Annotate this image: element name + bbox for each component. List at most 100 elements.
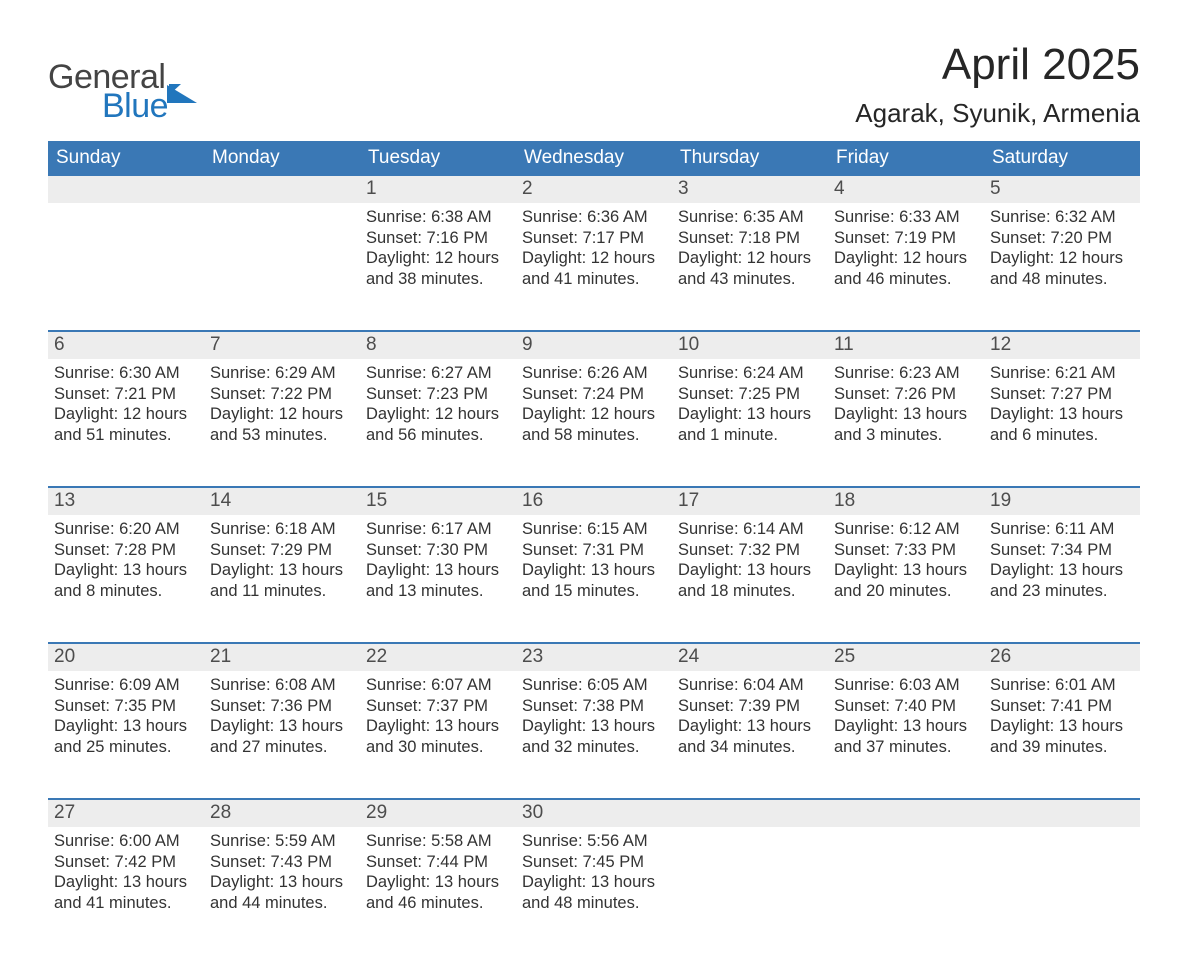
sunrise-text: Sunrise: 6:15 AM — [522, 519, 666, 540]
day-number: 15 — [360, 487, 516, 515]
day-cell: Sunrise: 6:01 AMSunset: 7:41 PMDaylight:… — [984, 671, 1140, 799]
daylight-line-2: and 39 minutes. — [990, 737, 1134, 758]
day-number: 8 — [360, 331, 516, 359]
day-number: 14 — [204, 487, 360, 515]
sunset-text: Sunset: 7:27 PM — [990, 384, 1134, 405]
daynum-row: 12345 — [48, 176, 1140, 203]
day-number: 21 — [204, 643, 360, 671]
daylight-line-2: and 41 minutes. — [54, 893, 198, 914]
sunset-text: Sunset: 7:44 PM — [366, 852, 510, 873]
day-number: 30 — [516, 799, 672, 827]
day-number — [672, 799, 828, 827]
sunrise-text: Sunrise: 6:09 AM — [54, 675, 198, 696]
daylight-line-1: Daylight: 13 hours — [990, 560, 1134, 581]
weekday-header-row: Sunday Monday Tuesday Wednesday Thursday… — [48, 141, 1140, 176]
weekday-header: Thursday — [672, 141, 828, 176]
daylight-line-1: Daylight: 13 hours — [834, 716, 978, 737]
day-number: 28 — [204, 799, 360, 827]
sunset-text: Sunset: 7:31 PM — [522, 540, 666, 561]
sunrise-text: Sunrise: 6:03 AM — [834, 675, 978, 696]
day-cell: Sunrise: 6:18 AMSunset: 7:29 PMDaylight:… — [204, 515, 360, 643]
daylight-line-1: Daylight: 13 hours — [54, 560, 198, 581]
sunrise-text: Sunrise: 6:20 AM — [54, 519, 198, 540]
day-cell: Sunrise: 6:05 AMSunset: 7:38 PMDaylight:… — [516, 671, 672, 799]
day-cell: Sunrise: 6:23 AMSunset: 7:26 PMDaylight:… — [828, 359, 984, 487]
daylight-line-2: and 3 minutes. — [834, 425, 978, 446]
day-number: 20 — [48, 643, 204, 671]
sunset-text: Sunset: 7:34 PM — [990, 540, 1134, 561]
day-cell: Sunrise: 6:15 AMSunset: 7:31 PMDaylight:… — [516, 515, 672, 643]
day-number: 25 — [828, 643, 984, 671]
day-cell: Sunrise: 6:08 AMSunset: 7:36 PMDaylight:… — [204, 671, 360, 799]
sunrise-text: Sunrise: 6:38 AM — [366, 207, 510, 228]
day-cell: Sunrise: 5:56 AMSunset: 7:45 PMDaylight:… — [516, 827, 672, 955]
daylight-line-1: Daylight: 12 hours — [522, 404, 666, 425]
sunrise-text: Sunrise: 6:35 AM — [678, 207, 822, 228]
daynum-row: 13141516171819 — [48, 487, 1140, 515]
day-cell: Sunrise: 6:24 AMSunset: 7:25 PMDaylight:… — [672, 359, 828, 487]
sunrise-text: Sunrise: 6:32 AM — [990, 207, 1134, 228]
daylight-line-2: and 15 minutes. — [522, 581, 666, 602]
day-number: 29 — [360, 799, 516, 827]
day-number: 12 — [984, 331, 1140, 359]
sunset-text: Sunset: 7:43 PM — [210, 852, 354, 873]
day-number: 2 — [516, 176, 672, 203]
sunrise-text: Sunrise: 6:04 AM — [678, 675, 822, 696]
content-row: Sunrise: 6:30 AMSunset: 7:21 PMDaylight:… — [48, 359, 1140, 487]
day-cell: Sunrise: 6:30 AMSunset: 7:21 PMDaylight:… — [48, 359, 204, 487]
content-row: Sunrise: 6:00 AMSunset: 7:42 PMDaylight:… — [48, 827, 1140, 955]
daylight-line-2: and 58 minutes. — [522, 425, 666, 446]
daylight-line-1: Daylight: 12 hours — [990, 248, 1134, 269]
location-subtitle: Agarak, Syunik, Armenia — [855, 98, 1140, 129]
daylight-line-1: Daylight: 12 hours — [210, 404, 354, 425]
daynum-row: 20212223242526 — [48, 643, 1140, 671]
daylight-line-1: Daylight: 13 hours — [678, 560, 822, 581]
day-cell: Sunrise: 6:36 AMSunset: 7:17 PMDaylight:… — [516, 203, 672, 331]
day-number: 7 — [204, 331, 360, 359]
day-number — [48, 176, 204, 203]
day-cell: Sunrise: 6:33 AMSunset: 7:19 PMDaylight:… — [828, 203, 984, 331]
day-cell — [984, 827, 1140, 955]
daylight-line-1: Daylight: 13 hours — [366, 560, 510, 581]
weekday-header: Saturday — [984, 141, 1140, 176]
sunset-text: Sunset: 7:40 PM — [834, 696, 978, 717]
sunset-text: Sunset: 7:41 PM — [990, 696, 1134, 717]
day-number: 24 — [672, 643, 828, 671]
daylight-line-2: and 27 minutes. — [210, 737, 354, 758]
day-number: 5 — [984, 176, 1140, 203]
daylight-line-1: Daylight: 13 hours — [678, 716, 822, 737]
day-cell: Sunrise: 6:29 AMSunset: 7:22 PMDaylight:… — [204, 359, 360, 487]
day-number — [984, 799, 1140, 827]
daylight-line-1: Daylight: 13 hours — [366, 716, 510, 737]
sunset-text: Sunset: 7:22 PM — [210, 384, 354, 405]
sunrise-text: Sunrise: 6:01 AM — [990, 675, 1134, 696]
day-number: 22 — [360, 643, 516, 671]
daylight-line-1: Daylight: 13 hours — [678, 404, 822, 425]
sunrise-text: Sunrise: 6:36 AM — [522, 207, 666, 228]
day-number: 4 — [828, 176, 984, 203]
day-cell: Sunrise: 6:35 AMSunset: 7:18 PMDaylight:… — [672, 203, 828, 331]
day-number: 9 — [516, 331, 672, 359]
daylight-line-1: Daylight: 12 hours — [54, 404, 198, 425]
sunrise-text: Sunrise: 6:26 AM — [522, 363, 666, 384]
sunset-text: Sunset: 7:29 PM — [210, 540, 354, 561]
sunrise-text: Sunrise: 6:08 AM — [210, 675, 354, 696]
sunset-text: Sunset: 7:30 PM — [366, 540, 510, 561]
sunrise-text: Sunrise: 6:33 AM — [834, 207, 978, 228]
sunset-text: Sunset: 7:23 PM — [366, 384, 510, 405]
daylight-line-1: Daylight: 13 hours — [990, 716, 1134, 737]
day-number: 23 — [516, 643, 672, 671]
sunset-text: Sunset: 7:45 PM — [522, 852, 666, 873]
day-cell: Sunrise: 6:12 AMSunset: 7:33 PMDaylight:… — [828, 515, 984, 643]
day-cell: Sunrise: 6:20 AMSunset: 7:28 PMDaylight:… — [48, 515, 204, 643]
weekday-header: Friday — [828, 141, 984, 176]
sunset-text: Sunset: 7:32 PM — [678, 540, 822, 561]
sunrise-text: Sunrise: 5:56 AM — [522, 831, 666, 852]
sunrise-text: Sunrise: 6:27 AM — [366, 363, 510, 384]
weekday-header: Tuesday — [360, 141, 516, 176]
day-number: 13 — [48, 487, 204, 515]
daylight-line-1: Daylight: 12 hours — [366, 248, 510, 269]
sunrise-text: Sunrise: 6:29 AM — [210, 363, 354, 384]
day-number: 1 — [360, 176, 516, 203]
daylight-line-1: Daylight: 13 hours — [522, 716, 666, 737]
